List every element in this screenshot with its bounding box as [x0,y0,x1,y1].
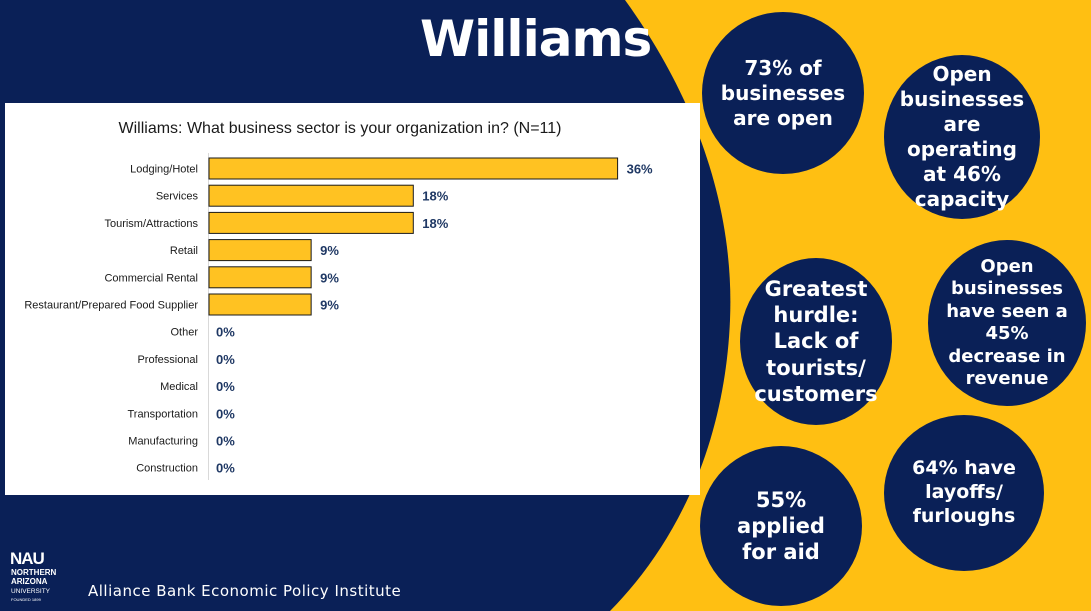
category-label: Transportation [127,408,198,420]
bars-group: Lodging/Hotel 36% Services 18% Tourism/Attra… [24,157,653,476]
footer-institute-name: Alliance Bank Economic Policy Institute [88,582,402,600]
chart-title: Williams: What business sector is your o… [119,120,562,137]
category-label: Lodging/Hotel [130,164,198,176]
stat-circle-aid: 55% applied for aid [700,446,862,606]
nau-logo-line-3: UNIVERSITY [11,588,51,595]
category-label: Other [170,327,198,339]
bar [208,293,312,316]
category-label: Retail [170,245,198,257]
data-label: 0% [216,406,235,421]
bar-chart: Williams: What business sector is your o… [24,120,653,480]
bar [208,184,414,207]
data-label: 0% [216,379,235,394]
nau-logo-line-2: ARIZONA [11,577,48,586]
category-label: Services [156,191,199,203]
data-label: 18% [422,189,448,204]
stat-circle-layoffs-text: 64% have layoffs/ furloughs [912,457,1016,527]
bar [208,157,619,180]
data-label: 36% [627,162,653,177]
data-label: 0% [216,461,235,476]
stat-circle-open-text: 73% of businesses are open [720,55,846,130]
nau-logo-line-1: NORTHERN [11,568,57,577]
data-label: 9% [320,298,339,313]
stat-circle-hurdle: Greatest hurdle: Lack of tourists/ custo… [740,258,892,425]
category-label: Manufacturing [128,436,198,448]
bar [208,211,414,234]
data-label: 0% [216,434,235,449]
category-label: Tourism/Attractions [104,218,198,230]
stat-circle-open: 73% of businesses are open [702,12,864,174]
data-label: 9% [320,270,339,285]
stat-circle-revenue: Open businesses have seen a 45% decrease… [928,240,1086,406]
chart-panel: Williams: What business sector is your o… [5,103,700,495]
nau-logo: NAU NORTHERN ARIZONA UNIVERSITY FOUNDED … [10,549,80,605]
stat-circle-aid-text: 55% applied for aid [737,487,825,565]
data-label: 0% [216,352,235,367]
category-label: Professional [137,354,198,366]
category-label: Commercial Rental [104,272,198,284]
category-label: Medical [160,381,198,393]
stat-circle-layoffs: 64% have layoffs/ furloughs [884,415,1044,571]
stat-circle-capacity: Open businesses are operating at 46% cap… [884,55,1040,219]
stat-circle-hurdle-text: Greatest hurdle: Lack of tourists/ custo… [754,276,878,406]
category-label: Restaurant/Prepared Food Supplier [24,300,198,312]
data-label: 0% [216,325,235,340]
bar [208,266,312,289]
stat-circle-capacity-text: Open businesses are operating at 46% cap… [899,62,1025,211]
data-label: 18% [422,216,448,231]
category-label: Construction [136,463,198,475]
nau-logo-line-4: FOUNDED 1899 [11,597,42,602]
bar [208,239,312,262]
slide-title: Williams [420,10,652,68]
stat-circle-revenue-text: Open businesses have seen a 45% decrease… [946,255,1068,390]
nau-logo-letters: NAU [10,549,45,568]
data-label: 9% [320,243,339,258]
